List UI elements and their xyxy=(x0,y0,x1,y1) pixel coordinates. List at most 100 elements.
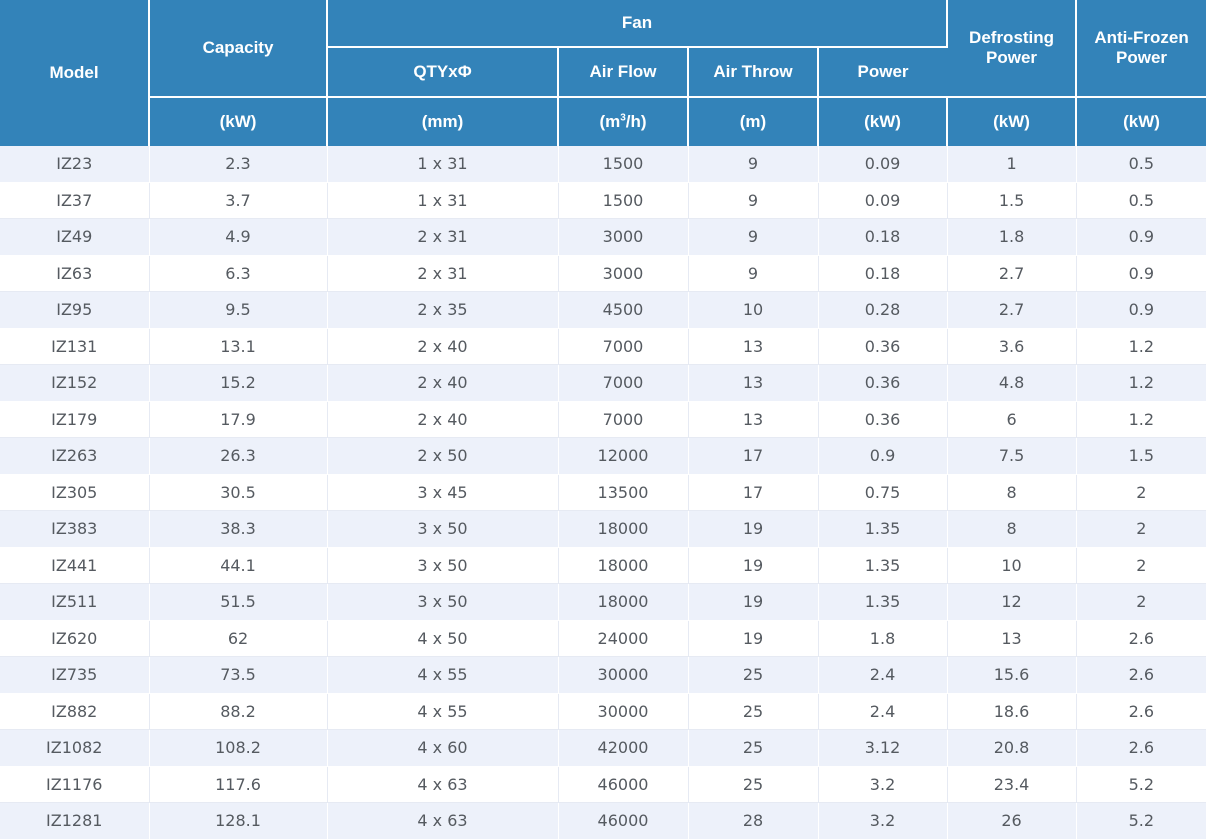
table-row: IZ735 73.5 4 x 55 30000 25 2.4 15.6 2.6 xyxy=(0,656,1206,694)
cell-qty: 2 x 35 xyxy=(327,291,559,329)
cell-capacity: 128.1 xyxy=(149,802,328,840)
cell-capacity: 62 xyxy=(149,620,328,657)
cell-defrosting-power: 12 xyxy=(947,583,1077,621)
header-air-flow: Air Flow xyxy=(558,47,689,98)
unit-air-flow-sup: 3 xyxy=(620,112,626,124)
cell-qty: 2 x 40 xyxy=(327,401,559,438)
header-anti-frozen-power: Anti-Frozen Power xyxy=(1076,0,1206,98)
cell-power: 1.35 xyxy=(818,547,948,584)
cell-air-flow: 4500 xyxy=(558,291,689,329)
cell-air-flow: 12000 xyxy=(558,437,689,475)
cell-capacity: 4.9 xyxy=(149,218,328,256)
unit-air-flow-pre: (m xyxy=(599,112,621,131)
table-row: IZ1281 128.1 4 x 63 46000 28 3.2 26 5.2 xyxy=(0,802,1206,840)
cell-anti-frozen-power: 1.5 xyxy=(1076,437,1206,475)
table-header: Model Capacity Fan Defrosting Power Anti… xyxy=(0,0,1206,146)
cell-air-flow: 18000 xyxy=(558,583,689,621)
cell-defrosting-power: 1.8 xyxy=(947,218,1077,256)
cell-defrosting-power: 10 xyxy=(947,547,1077,584)
table-row: IZ49 4.9 2 x 31 3000 9 0.18 1.8 0.9 xyxy=(0,218,1206,256)
cell-anti-frozen-power: 5.2 xyxy=(1076,766,1206,803)
cell-air-flow: 1500 xyxy=(558,146,689,183)
cell-air-flow: 42000 xyxy=(558,729,689,767)
cell-air-throw: 9 xyxy=(688,146,819,183)
cell-qty: 4 x 63 xyxy=(327,766,559,803)
cell-model: IZ1281 xyxy=(0,802,150,840)
cell-capacity: 30.5 xyxy=(149,474,328,511)
cell-capacity: 13.1 xyxy=(149,328,328,365)
cell-anti-frozen-power: 0.5 xyxy=(1076,182,1206,219)
header-air-throw: Air Throw xyxy=(688,47,819,98)
cell-power: 0.75 xyxy=(818,474,948,511)
cell-capacity: 26.3 xyxy=(149,437,328,475)
cell-power: 0.09 xyxy=(818,182,948,219)
cell-defrosting-power: 8 xyxy=(947,510,1077,548)
table-row: IZ882 88.2 4 x 55 30000 25 2.4 18.6 2.6 xyxy=(0,693,1206,730)
cell-model: IZ1082 xyxy=(0,729,150,767)
cell-air-flow: 30000 xyxy=(558,693,689,730)
cell-model: IZ383 xyxy=(0,510,150,548)
cell-air-flow: 1500 xyxy=(558,182,689,219)
cell-qty: 4 x 60 xyxy=(327,729,559,767)
cell-qty: 1 x 31 xyxy=(327,146,559,183)
cell-power: 2.4 xyxy=(818,656,948,694)
header-defrosting-line1: Defrosting xyxy=(969,28,1055,47)
cell-anti-frozen-power: 0.9 xyxy=(1076,218,1206,256)
cell-model: IZ95 xyxy=(0,291,150,329)
unit-air-flow: (m3/h) xyxy=(558,97,689,146)
cell-power: 0.36 xyxy=(818,328,948,365)
cell-defrosting-power: 6 xyxy=(947,401,1077,438)
cell-air-throw: 13 xyxy=(688,328,819,365)
table-row: IZ1176 117.6 4 x 63 46000 25 3.2 23.4 5.2 xyxy=(0,766,1206,803)
cell-model: IZ305 xyxy=(0,474,150,511)
cell-air-throw: 19 xyxy=(688,510,819,548)
table-row: IZ179 17.9 2 x 40 7000 13 0.36 6 1.2 xyxy=(0,401,1206,438)
cell-qty: 3 x 50 xyxy=(327,547,559,584)
cell-model: IZ263 xyxy=(0,437,150,475)
cell-anti-frozen-power: 0.5 xyxy=(1076,146,1206,183)
cell-power: 0.9 xyxy=(818,437,948,475)
cell-power: 2.4 xyxy=(818,693,948,730)
cell-capacity: 17.9 xyxy=(149,401,328,438)
cell-defrosting-power: 3.6 xyxy=(947,328,1077,365)
table-body: IZ23 2.3 1 x 31 1500 9 0.09 1 0.5 IZ37 3.7 1 x 31 1… xyxy=(0,146,1206,840)
unit-defrosting: (kW) xyxy=(947,97,1078,146)
unit-air-throw: (m) xyxy=(688,97,819,146)
cell-air-throw: 25 xyxy=(688,693,819,730)
cell-model: IZ63 xyxy=(0,255,150,292)
unit-power: (kW) xyxy=(818,97,949,146)
cell-air-throw: 9 xyxy=(688,182,819,219)
cell-power: 3.12 xyxy=(818,729,948,767)
unit-anti-frozen: (kW) xyxy=(1076,97,1206,146)
cell-air-throw: 10 xyxy=(688,291,819,329)
cell-air-throw: 13 xyxy=(688,401,819,438)
cell-air-flow: 24000 xyxy=(558,620,689,657)
header-power: Power xyxy=(818,47,948,98)
cell-qty: 4 x 55 xyxy=(327,656,559,694)
cell-anti-frozen-power: 0.9 xyxy=(1076,255,1206,292)
cell-model: IZ620 xyxy=(0,620,150,657)
table-row: IZ131 13.1 2 x 40 7000 13 0.36 3.6 1.2 xyxy=(0,328,1206,365)
cell-defrosting-power: 1.5 xyxy=(947,182,1077,219)
cell-capacity: 2.3 xyxy=(149,146,328,183)
cell-qty: 4 x 55 xyxy=(327,693,559,730)
header-model: Model xyxy=(0,0,150,146)
cell-power: 1.35 xyxy=(818,510,948,548)
cell-air-flow: 46000 xyxy=(558,802,689,840)
cell-model: IZ49 xyxy=(0,218,150,256)
cell-air-flow: 18000 xyxy=(558,510,689,548)
header-qty: QTYxΦ xyxy=(327,47,559,98)
cell-defrosting-power: 2.7 xyxy=(947,255,1077,292)
cell-power: 3.2 xyxy=(818,802,948,840)
cell-model: IZ1176 xyxy=(0,766,150,803)
cell-anti-frozen-power: 2 xyxy=(1076,547,1206,584)
cell-air-flow: 7000 xyxy=(558,364,689,402)
header-capacity: Capacity xyxy=(149,0,328,98)
cell-air-flow: 30000 xyxy=(558,656,689,694)
cell-air-throw: 13 xyxy=(688,364,819,402)
cell-air-throw: 17 xyxy=(688,474,819,511)
cell-capacity: 9.5 xyxy=(149,291,328,329)
table-row: IZ511 51.5 3 x 50 18000 19 1.35 12 2 xyxy=(0,583,1206,621)
unit-capacity: (kW) xyxy=(149,97,328,146)
cell-qty: 2 x 50 xyxy=(327,437,559,475)
